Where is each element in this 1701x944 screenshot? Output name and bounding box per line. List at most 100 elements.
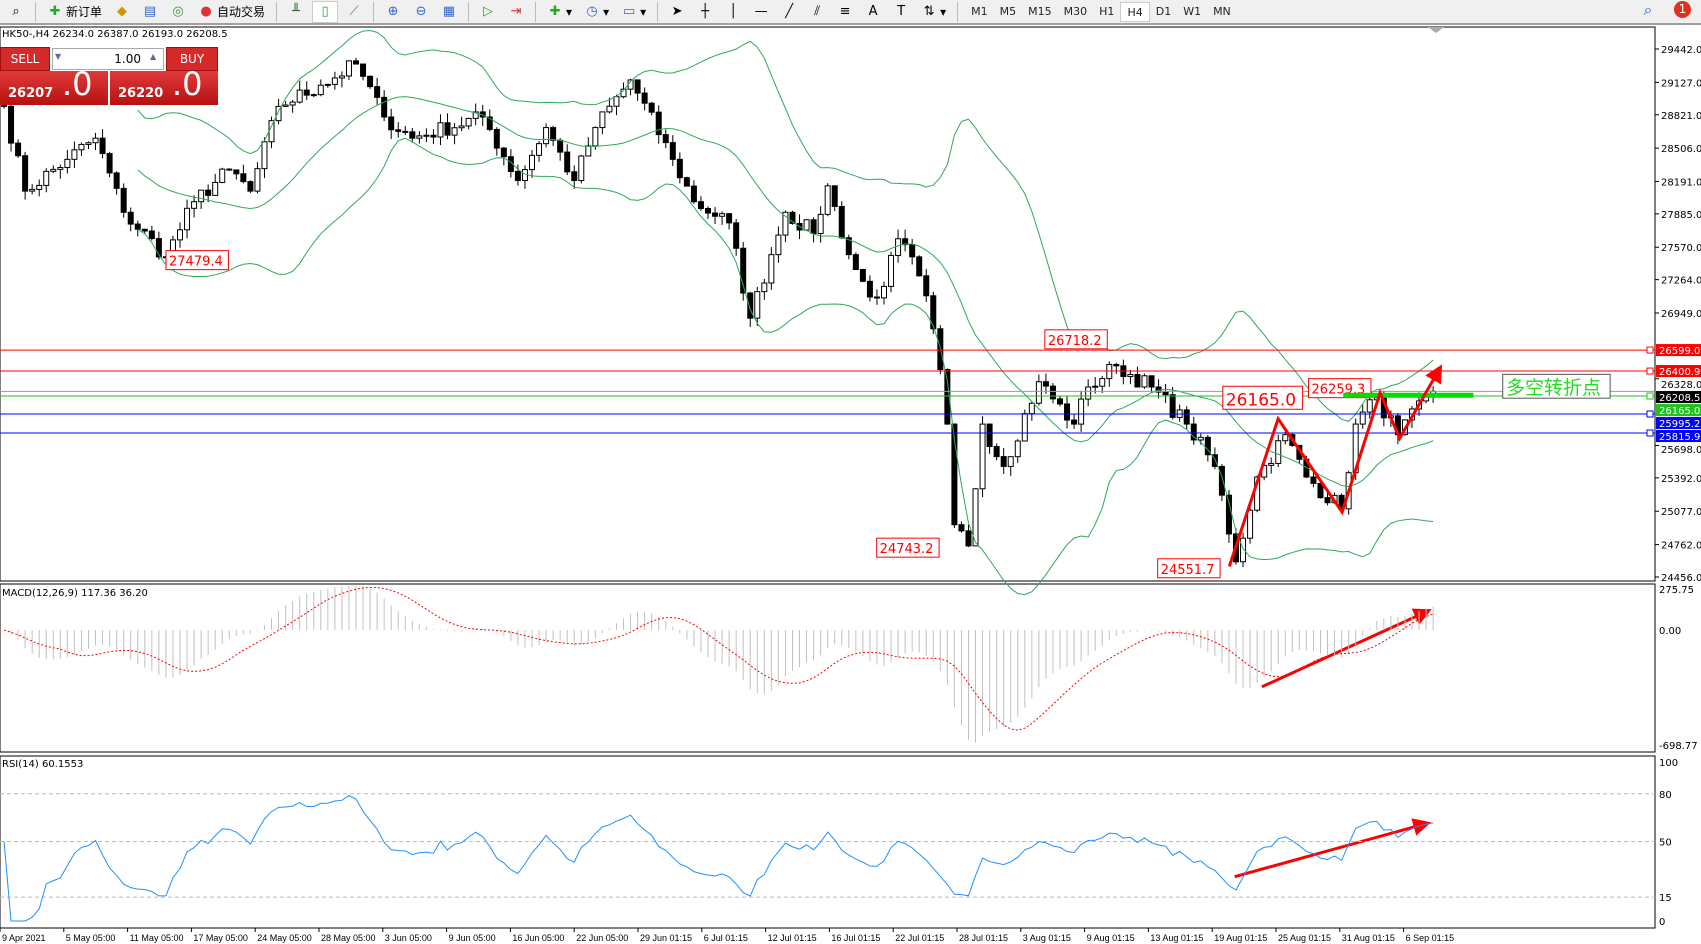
candle	[761, 282, 768, 293]
timeframe-w1[interactable]: W1	[1183, 4, 1202, 18]
zoom-tool-button[interactable]: ⌕	[4, 1, 28, 23]
vertical-line-button[interactable]: │	[721, 1, 745, 23]
candle	[219, 168, 226, 183]
sell-button[interactable]: SELL	[0, 47, 50, 71]
periods-button[interactable]: ◷ ▾	[580, 1, 613, 23]
candle	[648, 102, 655, 113]
toolbar-right: ⌕ 1	[1640, 1, 1691, 18]
timeframe-d1[interactable]: D1	[1155, 4, 1172, 18]
bar-chart-button[interactable]: ╨	[284, 1, 308, 23]
timeframe-m30[interactable]: M30	[1063, 4, 1088, 18]
price-annotation: 26718.2	[1048, 334, 1102, 349]
search-icon[interactable]: ⌕	[1643, 0, 1653, 19]
candle	[444, 122, 451, 136]
navigator-button[interactable]: ◆	[110, 1, 134, 23]
fibonacci-button[interactable]: ≡	[833, 1, 857, 23]
line-chart-icon: ⟋	[349, 3, 359, 19]
date-tick-label: 6 Sep 01:15	[1406, 933, 1455, 943]
channel-button[interactable]: ⫽	[805, 1, 829, 23]
candle	[486, 116, 493, 130]
candle	[1169, 394, 1176, 418]
notification-badge[interactable]: 1	[1674, 1, 1691, 18]
candle	[881, 285, 887, 299]
candle	[416, 135, 423, 139]
arrows-button[interactable]: ⇅ ▾	[917, 1, 950, 23]
horizontal-line-button[interactable]: —	[749, 1, 773, 23]
candle	[402, 130, 409, 133]
chart-shift-button[interactable]: ⇥	[504, 1, 528, 23]
indicators-button[interactable]: ✚ ▾	[543, 1, 576, 23]
candle	[64, 158, 71, 169]
candle	[465, 117, 472, 127]
candle	[789, 211, 796, 224]
auto-trading-label: 自动交易	[217, 5, 266, 19]
candle	[1310, 476, 1317, 484]
chart-title: HK50-,H4 26234.0 26387.0 26193.0 26208.5	[2, 29, 228, 40]
line-chart-button[interactable]: ⟋	[342, 1, 366, 23]
auto-trading-button[interactable]: ● 自动交易	[194, 1, 269, 23]
tile-windows-button[interactable]: ▦	[437, 1, 461, 23]
rsi-label: RSI(14) 60.1553	[2, 759, 83, 770]
zoom-in-button[interactable]: ⊕	[381, 1, 405, 23]
price-tick-label: 25392.0	[1661, 474, 1701, 485]
auto-scroll-button[interactable]: ▷	[476, 1, 500, 23]
text-label-button[interactable]: T	[889, 1, 913, 23]
candlestick-button[interactable]: ▯	[312, 0, 339, 23]
sell-price[interactable]: 26207 .0	[0, 71, 108, 105]
candle	[521, 169, 528, 182]
timeframe-m15[interactable]: M15	[1028, 4, 1052, 18]
candle	[57, 167, 64, 170]
candle	[500, 147, 507, 158]
price-annotation-box	[1044, 329, 1108, 350]
lot-increase-button[interactable]: ▲	[150, 52, 157, 61]
buy-price[interactable]: 26220 .0	[110, 71, 218, 105]
timeframe-mn[interactable]: MN	[1213, 4, 1231, 18]
terminal-button[interactable]: ▤	[138, 1, 162, 23]
timeframe-m1[interactable]: M1	[971, 4, 988, 18]
candle	[1014, 440, 1021, 458]
candle	[275, 105, 282, 122]
candle	[1162, 391, 1169, 396]
new-order-button[interactable]: ✚ 新订单	[43, 1, 106, 23]
text-label-icon: T	[897, 3, 906, 19]
candle	[191, 201, 198, 209]
candle	[261, 141, 268, 170]
timeframe-m5[interactable]: M5	[999, 4, 1017, 18]
divider	[35, 1, 36, 22]
candle	[965, 530, 972, 547]
trendline-button[interactable]: ╱	[777, 1, 801, 23]
date-tick-label: 19 Aug 01:15	[1214, 933, 1267, 943]
channel-icon: ⫽	[814, 3, 821, 19]
candle	[8, 105, 15, 144]
candle	[909, 244, 916, 258]
cursor-button[interactable]: ➤	[665, 1, 689, 23]
date-tick-label: 9 Aug 01:15	[1087, 933, 1135, 943]
price-annotation: 27479.4	[169, 255, 223, 270]
lot-decrease-button[interactable]: ▼	[55, 52, 62, 61]
crosshair-button[interactable]: ┼	[693, 1, 717, 23]
candle	[754, 291, 761, 319]
terminal-icon: ▤	[143, 3, 157, 19]
candle	[430, 134, 437, 138]
buy-button[interactable]: BUY	[166, 47, 218, 71]
lot-size-input[interactable]: 1.00	[52, 48, 164, 70]
price-tick-label: 24762.0	[1661, 541, 1701, 552]
price-tick-label: 25698.0	[1661, 445, 1701, 456]
candle	[655, 111, 662, 136]
bollinger-middle-band	[137, 96, 1434, 487]
candle	[1000, 456, 1007, 467]
zoom-out-icon: ⊖	[415, 3, 427, 19]
candle	[613, 96, 620, 107]
candle	[451, 127, 458, 136]
signals-button[interactable]: ◎	[166, 1, 190, 23]
zoom-out-button[interactable]: ⊖	[409, 1, 433, 23]
price-annotation: 24551.7	[1161, 563, 1215, 578]
candle	[345, 60, 352, 77]
text-button[interactable]: A	[861, 1, 885, 23]
timeframe-h4[interactable]: H4	[1120, 1, 1150, 22]
timeframe-h1[interactable]: H1	[1099, 4, 1115, 18]
candle	[719, 213, 726, 217]
horizontal-line-price: 26400.9	[1659, 367, 1700, 378]
templates-button[interactable]: ▭ ▾	[622, 3, 647, 19]
